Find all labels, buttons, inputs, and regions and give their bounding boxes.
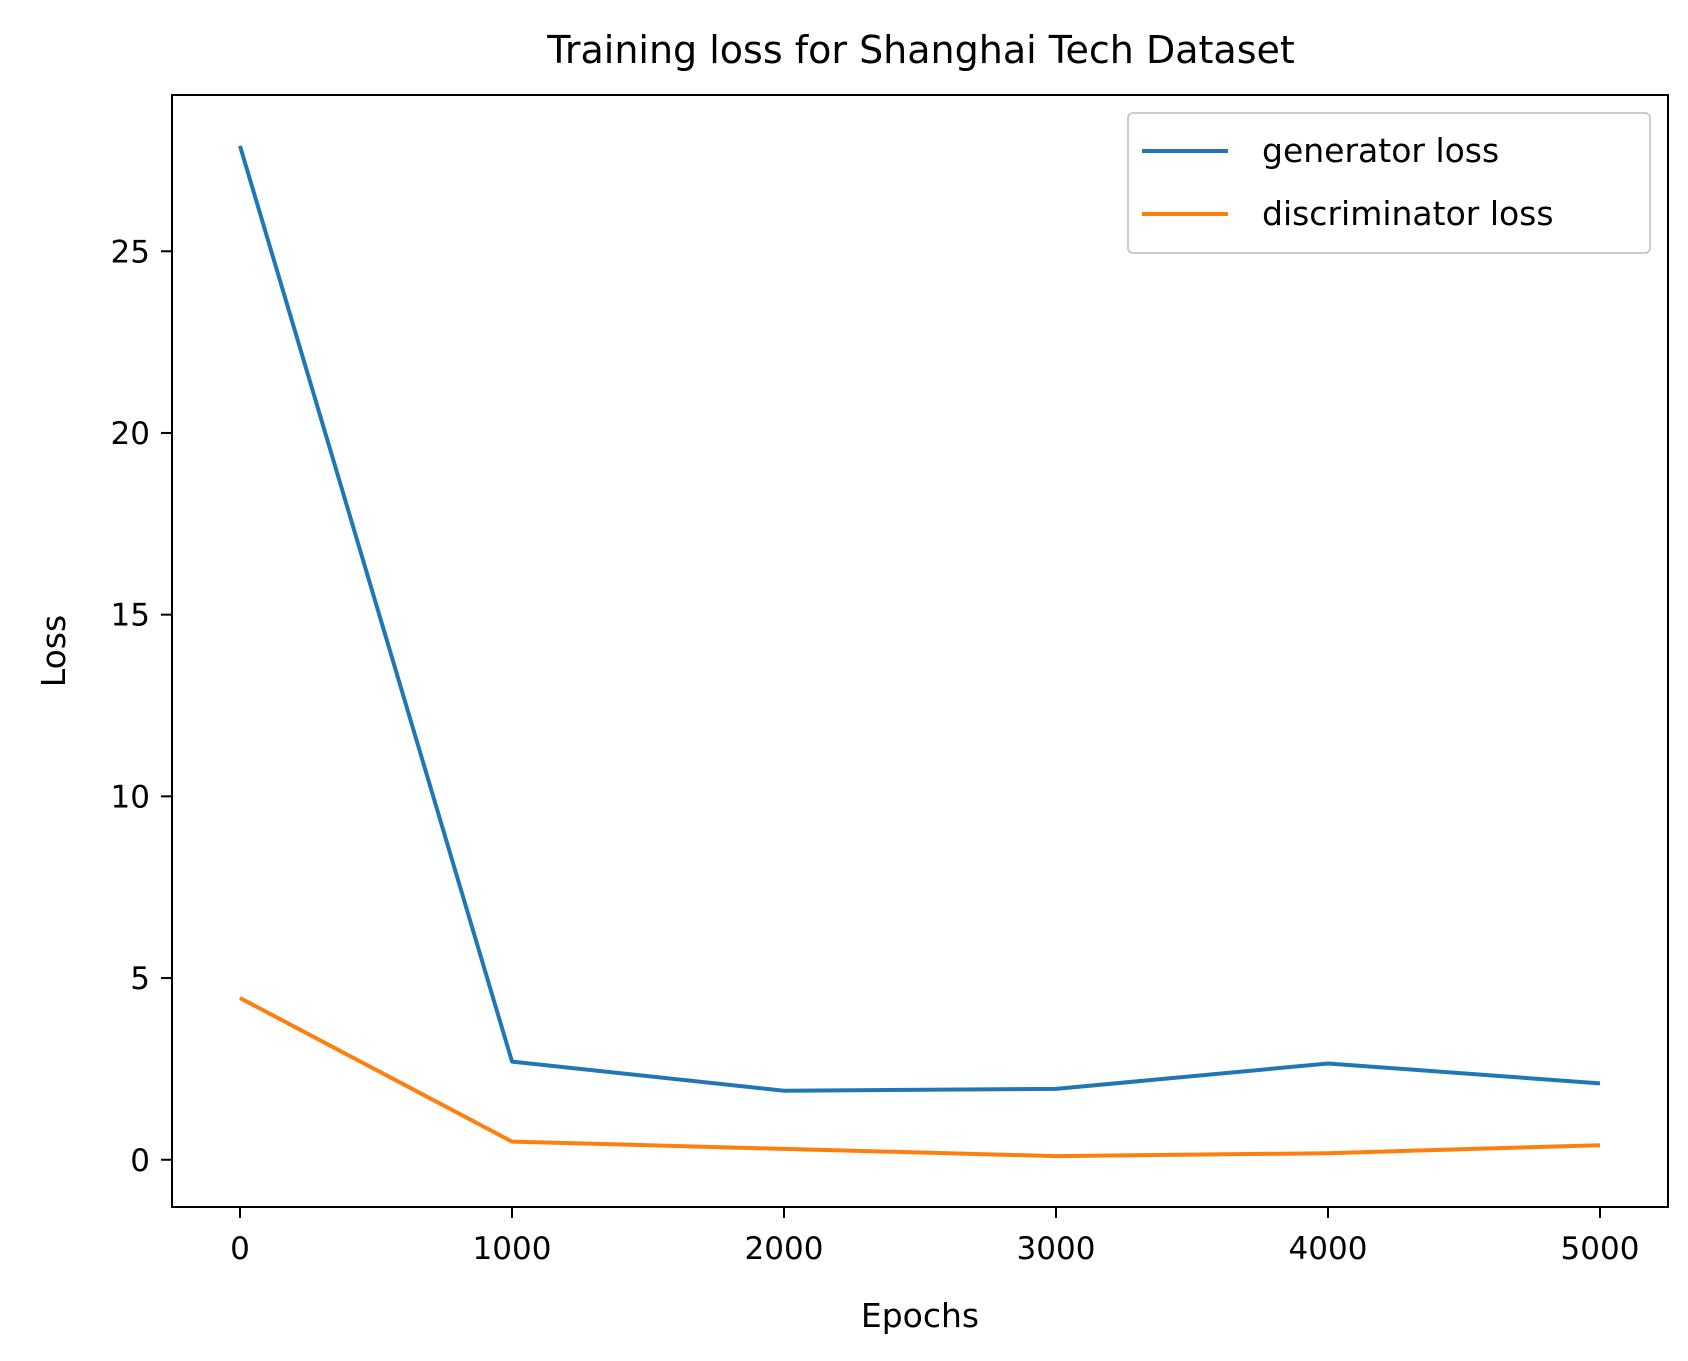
y-tick-label: 25: [111, 234, 150, 270]
x-tick-label: 0: [230, 1231, 250, 1267]
x-axis-label: Epochs: [861, 1296, 979, 1335]
legend: generator loss discriminator loss: [1127, 112, 1651, 254]
y-tick-label: 15: [111, 598, 150, 634]
legend-label: generator loss: [1262, 131, 1499, 170]
x-tick-label: 1000: [473, 1231, 552, 1267]
series-line-generator-loss: [238, 145, 1601, 1093]
chart-title: Training loss for Shanghai Tech Dataset: [546, 28, 1295, 72]
y-tick-label: 5: [130, 961, 150, 997]
x-axis-ticks: 0 1000 2000 3000 4000 5000: [230, 1207, 1639, 1267]
y-tick-label: 20: [111, 416, 150, 452]
x-tick-label: 2000: [745, 1231, 824, 1267]
y-axis-ticks: 0 5 10 15 20 25: [111, 234, 172, 1179]
series-line-discriminator-loss: [239, 996, 1601, 1159]
series-lines: [238, 145, 1601, 1159]
x-tick-label: 4000: [1289, 1231, 1368, 1267]
plot-area-frame: [171, 94, 1669, 1208]
y-tick-label: 10: [111, 779, 150, 815]
x-tick-label: 3000: [1017, 1231, 1096, 1267]
y-tick-label: 0: [130, 1143, 150, 1179]
legend-box: [1127, 112, 1651, 254]
x-tick-label: 5000: [1561, 1231, 1640, 1267]
y-axis-label: Loss: [34, 615, 73, 687]
legend-label: discriminator loss: [1262, 194, 1554, 233]
